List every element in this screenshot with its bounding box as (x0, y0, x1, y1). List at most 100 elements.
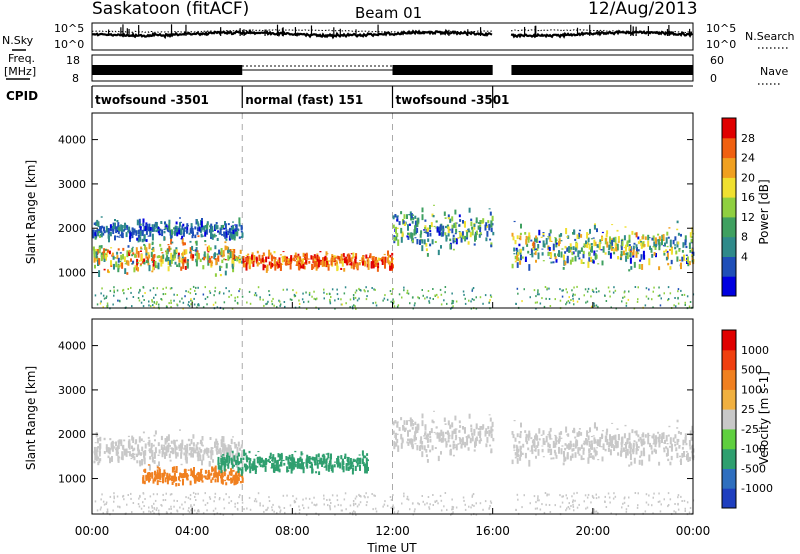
range-cell (179, 429, 181, 431)
range-cell (429, 225, 431, 230)
range-cell (663, 449, 666, 453)
range-cell (462, 441, 465, 446)
range-cell (240, 457, 243, 464)
range-cell (109, 232, 112, 237)
range-cell (162, 499, 165, 502)
range-cell (101, 225, 104, 229)
range-cell (427, 238, 430, 242)
range-cell (267, 506, 269, 509)
range-cell (421, 289, 423, 291)
range-cell (150, 251, 153, 258)
range-cell (298, 302, 301, 305)
range-cell (565, 494, 567, 497)
range-cell (635, 441, 638, 446)
range-cell (262, 298, 264, 301)
colorbar-swatch (722, 349, 736, 371)
range-cell (194, 226, 197, 230)
range-cell (542, 431, 545, 434)
range-cell (358, 493, 360, 496)
range-cell (174, 476, 176, 480)
range-cell (226, 458, 228, 463)
range-cell (680, 262, 682, 270)
range-cell (173, 249, 176, 256)
range-cell (257, 461, 260, 463)
range-cell (181, 253, 184, 256)
range-cell (521, 506, 523, 509)
range-cell (231, 450, 234, 454)
range-cell (269, 452, 272, 456)
range-cell (349, 504, 352, 507)
range-cell (565, 509, 567, 512)
range-cell (686, 452, 689, 460)
range-cell (462, 235, 465, 240)
range-cell (578, 250, 581, 254)
range-cell (636, 449, 639, 451)
range-cell (343, 292, 346, 295)
range-cell (112, 228, 115, 231)
range-cell (554, 504, 556, 507)
range-cell (265, 509, 267, 512)
range-cell (639, 259, 642, 262)
range-cell (354, 465, 357, 471)
range-cell (358, 503, 360, 506)
range-cell (284, 305, 286, 308)
range-cell (688, 456, 691, 462)
range-cell (674, 443, 677, 447)
range-cell (588, 440, 591, 447)
range-cell (629, 453, 632, 460)
range-cell (169, 265, 172, 267)
range-cell (549, 305, 552, 307)
range-cell (651, 237, 654, 241)
range-cell (554, 237, 557, 239)
range-cell (429, 232, 432, 237)
range-cell (600, 446, 603, 448)
freq-label-line2: [MHz] (4, 65, 36, 78)
range-cell (228, 471, 231, 475)
range-cell (601, 236, 604, 240)
range-cell (541, 297, 543, 300)
range-cell (454, 446, 457, 449)
range-cell (450, 513, 452, 516)
range-cell (336, 459, 339, 464)
range-cell (222, 513, 225, 516)
range-cell (653, 286, 655, 289)
range-cell (318, 459, 321, 465)
range-cell (146, 223, 149, 231)
range-cell (569, 455, 572, 461)
range-cell (426, 253, 429, 257)
range-cell (343, 268, 346, 272)
range-cell (224, 234, 227, 239)
range-cell (277, 459, 280, 461)
range-cell (153, 296, 155, 299)
velocity-ylabel: Slant Range [km] (24, 366, 38, 470)
range-cell (365, 254, 368, 259)
range-cell (597, 459, 600, 461)
range-cell (487, 220, 490, 224)
range-cell (641, 236, 644, 240)
range-cell (626, 252, 629, 259)
range-cell (196, 476, 199, 482)
range-cell (582, 457, 585, 460)
range-cell (548, 444, 551, 448)
range-cell (628, 445, 631, 449)
range-cell (144, 292, 146, 294)
range-cell (572, 299, 575, 302)
range-cell (214, 301, 217, 304)
range-cell (377, 262, 380, 266)
range-cell (251, 464, 254, 471)
range-cell (578, 257, 581, 260)
range-cell (236, 446, 239, 453)
range-cell (219, 497, 221, 499)
range-cell (386, 504, 389, 507)
range-cell (272, 297, 274, 300)
range-cell (435, 426, 438, 429)
range-cell (448, 231, 451, 233)
range-cell (187, 290, 190, 293)
time-axis-label: Time UT (366, 541, 417, 554)
range-cell (230, 479, 233, 484)
range-cell (259, 459, 262, 464)
range-cell (605, 233, 608, 238)
range-cell (323, 497, 325, 500)
range-cell (559, 288, 561, 291)
